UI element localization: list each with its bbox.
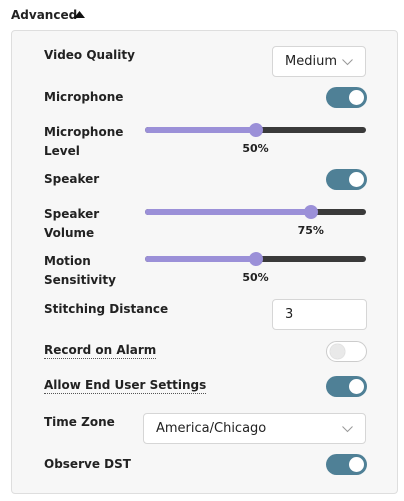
slider-thumb[interactable] — [248, 123, 263, 137]
chevron — [342, 59, 353, 66]
setting-label: Record on Alarm — [44, 343, 157, 359]
slider-fill — [145, 209, 311, 215]
setting-label: Microphone Level — [44, 125, 124, 158]
dropdown[interactable]: Medium — [272, 46, 366, 77]
setting-label: Observe DST — [44, 457, 131, 471]
toggle-knob — [349, 379, 364, 394]
setting-label: Time Zone — [44, 415, 115, 429]
setting-label: Allow End User Settings — [44, 378, 207, 394]
setting-label: Speaker Volume — [44, 207, 100, 240]
setting-label: Video Quality — [44, 48, 135, 62]
setting-label: Motion Sensitivity — [44, 254, 116, 287]
collapse-arrow[interactable] — [74, 11, 85, 18]
toggle[interactable] — [326, 341, 367, 362]
chevron — [342, 426, 353, 433]
toggle-knob — [349, 457, 364, 472]
section-title[interactable]: Advanced — [11, 8, 78, 22]
setting-label: Microphone — [44, 90, 124, 104]
toggle[interactable] — [326, 376, 367, 397]
slider-value: 50% — [242, 271, 269, 284]
toggle[interactable] — [326, 454, 367, 475]
toggle-knob — [349, 172, 364, 187]
dropdown-value: Medium — [285, 54, 337, 69]
toggle[interactable] — [326, 87, 367, 108]
slider-fill — [145, 256, 256, 262]
dropdown-value: America/Chicago — [156, 421, 267, 436]
toggle-knob — [349, 90, 364, 105]
slider-value: 50% — [242, 142, 269, 155]
dropdown[interactable]: America/Chicago — [143, 413, 366, 444]
slider-fill — [145, 127, 256, 133]
setting-label: Speaker — [44, 172, 100, 186]
input-value: 3 — [285, 307, 294, 322]
slider-thumb[interactable] — [248, 252, 263, 266]
text-input[interactable]: 3 — [272, 299, 367, 330]
setting-label: Stitching Distance — [44, 302, 169, 316]
slider-value: 75% — [297, 224, 324, 237]
slider-thumb[interactable] — [303, 205, 318, 219]
toggle[interactable] — [326, 169, 367, 190]
toggle-knob — [330, 344, 345, 359]
